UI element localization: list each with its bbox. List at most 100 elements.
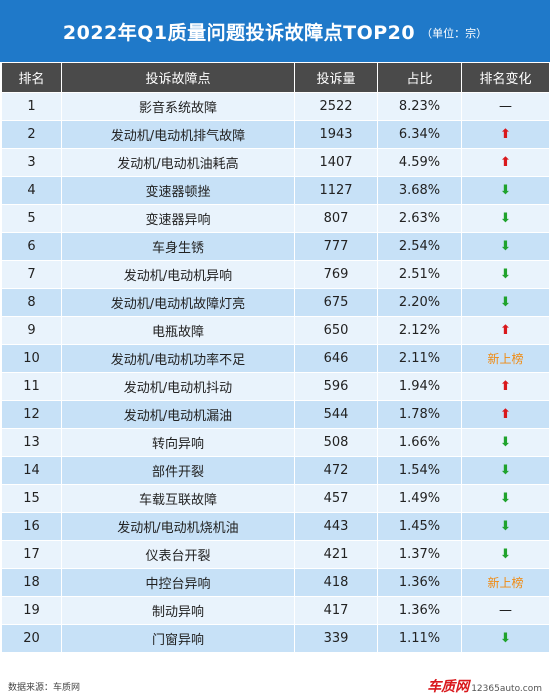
table-row: 15 车载互联故障 457 1.49% ⬇	[1, 484, 550, 513]
fault-cell: 变速器顿挫	[61, 176, 295, 205]
share-cell: 1.37%	[377, 540, 462, 569]
up-arrow-icon: ⬆	[500, 323, 511, 338]
share-cell: 1.49%	[377, 484, 462, 513]
down-arrow-icon: ⬇	[500, 491, 511, 506]
header-share: 占比	[377, 62, 462, 93]
fault-cell: 发动机/电动机油耗高	[61, 148, 295, 177]
count-cell: 457	[294, 484, 378, 513]
table-row: 9 电瓶故障 650 2.12% ⬆	[1, 316, 550, 345]
new-badge: 新上榜	[487, 576, 524, 590]
table-row: 3 发动机/电动机油耗高 1407 4.59% ⬆	[1, 148, 550, 177]
up-arrow-icon: ⬆	[500, 379, 511, 394]
down-arrow-icon: ⬇	[500, 435, 511, 450]
dash-icon: —	[499, 99, 512, 114]
fault-cell: 仪表台开裂	[61, 540, 295, 569]
fault-cell: 发动机/电动机功率不足	[61, 344, 295, 373]
header-rank: 排名	[1, 62, 62, 93]
rank-cell: 17	[1, 540, 62, 569]
table-row: 12 发动机/电动机漏油 544 1.78% ⬆	[1, 400, 550, 429]
change-cell: ⬇	[461, 260, 550, 289]
count-cell: 1127	[294, 176, 378, 205]
change-cell: 新上榜	[461, 344, 550, 373]
share-cell: 2.11%	[377, 344, 462, 373]
fault-cell: 部件开裂	[61, 456, 295, 485]
change-cell: ⬆	[461, 120, 550, 149]
header-change: 排名变化	[461, 62, 550, 93]
share-cell: 1.54%	[377, 456, 462, 485]
table-row: 4 变速器顿挫 1127 3.68% ⬇	[1, 176, 550, 205]
table-row: 10 发动机/电动机功率不足 646 2.11% 新上榜	[1, 344, 550, 373]
change-cell: ⬇	[461, 512, 550, 541]
count-cell: 646	[294, 344, 378, 373]
fault-cell: 车载互联故障	[61, 484, 295, 513]
share-cell: 1.11%	[377, 624, 462, 653]
table-row: 6 车身生锈 777 2.54% ⬇	[1, 232, 550, 261]
change-cell: ⬇	[461, 624, 550, 653]
title-bar: 2022年Q1质量问题投诉故障点TOP20 （单位：宗）	[0, 0, 550, 62]
change-cell: ⬇	[461, 204, 550, 233]
change-cell: ⬆	[461, 372, 550, 401]
count-cell: 807	[294, 204, 378, 233]
count-cell: 418	[294, 568, 378, 597]
share-cell: 2.51%	[377, 260, 462, 289]
rank-cell: 6	[1, 232, 62, 261]
page-title: 2022年Q1质量问题投诉故障点TOP20	[62, 21, 416, 44]
fault-cell: 中控台异响	[61, 568, 295, 597]
table-row: 18 中控台异响 418 1.36% 新上榜	[1, 568, 550, 597]
table-row: 17 仪表台开裂 421 1.37% ⬇	[1, 540, 550, 569]
fault-cell: 发动机/电动机排气故障	[61, 120, 295, 149]
share-cell: 2.12%	[377, 316, 462, 345]
new-badge: 新上榜	[487, 352, 524, 366]
share-cell: 4.59%	[377, 148, 462, 177]
count-cell: 443	[294, 512, 378, 541]
up-arrow-icon: ⬆	[500, 127, 511, 142]
table-row: 1 影音系统故障 2522 8.23% —	[1, 92, 550, 121]
fault-cell: 发动机/电动机抖动	[61, 372, 295, 401]
count-cell: 339	[294, 624, 378, 653]
change-cell: ⬆	[461, 148, 550, 177]
count-cell: 2522	[294, 92, 378, 121]
rank-cell: 18	[1, 568, 62, 597]
count-cell: 544	[294, 400, 378, 429]
fault-cell: 发动机/电动机异响	[61, 260, 295, 289]
count-cell: 1943	[294, 120, 378, 149]
change-cell: ⬇	[461, 540, 550, 569]
table-row: 20 门窗异响 339 1.11% ⬇	[1, 624, 550, 653]
up-arrow-icon: ⬆	[500, 407, 511, 422]
count-cell: 508	[294, 428, 378, 457]
table-row: 11 发动机/电动机抖动 596 1.94% ⬆	[1, 372, 550, 401]
change-cell: ⬇	[461, 484, 550, 513]
table-row: 19 制动异响 417 1.36% —	[1, 596, 550, 625]
fault-cell: 发动机/电动机漏油	[61, 400, 295, 429]
change-cell: —	[461, 596, 550, 625]
change-cell: ⬇	[461, 232, 550, 261]
rank-cell: 3	[1, 148, 62, 177]
fault-cell: 门窗异响	[61, 624, 295, 653]
count-cell: 675	[294, 288, 378, 317]
table-row: 2 发动机/电动机排气故障 1943 6.34% ⬆	[1, 120, 550, 149]
rank-cell: 20	[1, 624, 62, 653]
change-cell: ⬇	[461, 176, 550, 205]
count-cell: 769	[294, 260, 378, 289]
share-cell: 2.54%	[377, 232, 462, 261]
share-cell: 1.94%	[377, 372, 462, 401]
share-cell: 2.63%	[377, 204, 462, 233]
down-arrow-icon: ⬇	[500, 239, 511, 254]
share-cell: 1.45%	[377, 512, 462, 541]
brand-site: 12365auto.com	[471, 684, 542, 694]
table-row: 8 发动机/电动机故障灯亮 675 2.20% ⬇	[1, 288, 550, 317]
change-cell: ⬇	[461, 456, 550, 485]
rank-cell: 7	[1, 260, 62, 289]
share-cell: 1.36%	[377, 596, 462, 625]
rank-cell: 13	[1, 428, 62, 457]
rank-cell: 11	[1, 372, 62, 401]
count-cell: 650	[294, 316, 378, 345]
rank-cell: 2	[1, 120, 62, 149]
up-arrow-icon: ⬆	[500, 155, 511, 170]
count-cell: 421	[294, 540, 378, 569]
share-cell: 1.66%	[377, 428, 462, 457]
count-cell: 1407	[294, 148, 378, 177]
fault-cell: 变速器异响	[61, 204, 295, 233]
rank-cell: 1	[1, 92, 62, 121]
share-cell: 2.20%	[377, 288, 462, 317]
